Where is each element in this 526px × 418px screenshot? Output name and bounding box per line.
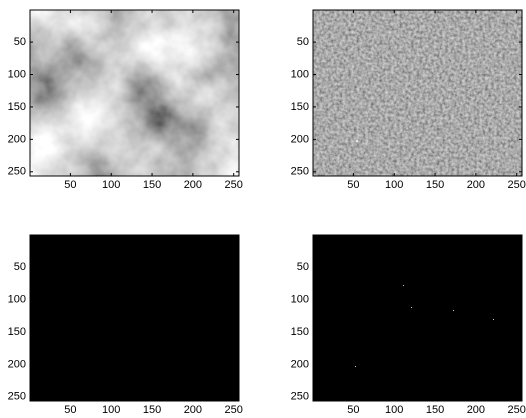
y-tick-label: 250 (8, 391, 26, 403)
y-tick-label: 50 (14, 261, 26, 273)
y-tick-label: 250 (291, 391, 309, 403)
x-tick-label: 100 (385, 179, 403, 191)
x-tick-label: 50 (347, 179, 359, 191)
x-tick-label: 200 (184, 179, 202, 191)
x-tick-label: 100 (102, 179, 120, 191)
x-tick-label: 100 (102, 404, 120, 416)
x-tick-label: 250 (508, 404, 526, 416)
x-tick-label: 150 (426, 179, 444, 191)
y-tick-label: 50 (297, 36, 309, 48)
x-tick-label: 150 (426, 404, 444, 416)
image (313, 10, 522, 176)
x-tick-label: 250 (225, 179, 243, 191)
y-tick-label: 200 (291, 358, 309, 370)
image-speck (355, 366, 356, 367)
x-tick-label: 250 (225, 404, 243, 416)
x-tick-label: 100 (385, 404, 403, 416)
x-tick-label: 200 (467, 179, 485, 191)
image (313, 235, 522, 401)
image (30, 235, 239, 401)
image-speck (356, 140, 358, 142)
x-tick-label: 150 (143, 404, 161, 416)
x-tick-label: 150 (143, 179, 161, 191)
y-tick-label: 150 (8, 101, 26, 113)
x-tick-label: 200 (467, 404, 485, 416)
image-speck (411, 307, 412, 308)
y-tick-label: 150 (291, 326, 309, 338)
y-tick-label: 200 (291, 133, 309, 145)
image-speck (453, 310, 454, 311)
x-tick-label: 50 (64, 179, 76, 191)
y-tick-label: 150 (8, 326, 26, 338)
x-tick-label: 200 (184, 404, 202, 416)
y-tick-label: 100 (291, 68, 309, 80)
y-tick-label: 100 (8, 293, 26, 305)
y-tick-label: 150 (291, 101, 309, 113)
y-tick-label: 50 (14, 36, 26, 48)
y-tick-label: 100 (8, 68, 26, 80)
y-tick-label: 200 (8, 358, 26, 370)
y-tick-label: 50 (297, 261, 309, 273)
y-tick-label: 250 (8, 166, 26, 178)
y-tick-label: 250 (291, 166, 309, 178)
x-tick-label: 50 (64, 404, 76, 416)
figure: 50 100 150 200 250 50 100 150 200 250 50 100 150 200 2… (0, 0, 526, 418)
image-speck (403, 285, 404, 286)
y-tick-label: 100 (291, 293, 309, 305)
image (30, 10, 239, 176)
x-tick-label: 250 (508, 179, 526, 191)
y-tick-label: 200 (8, 133, 26, 145)
image-speck (493, 319, 494, 320)
x-tick-label: 50 (347, 404, 359, 416)
